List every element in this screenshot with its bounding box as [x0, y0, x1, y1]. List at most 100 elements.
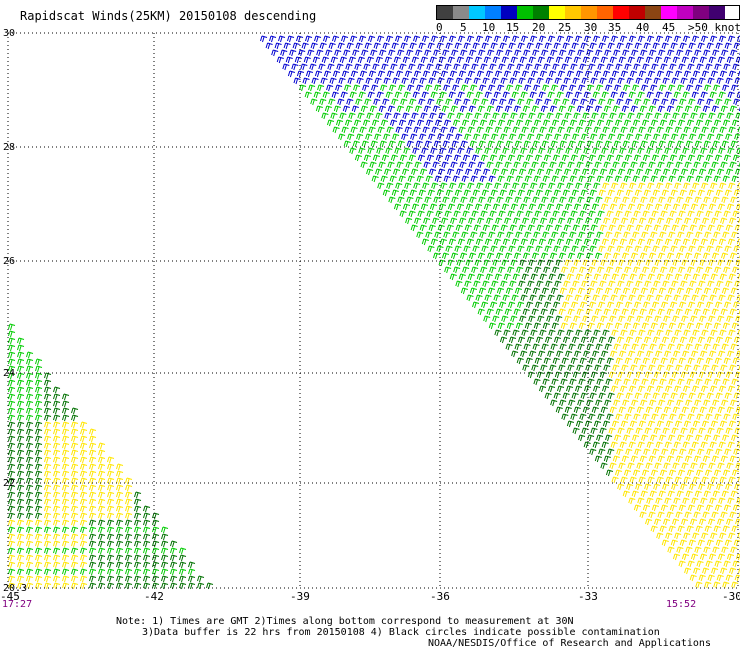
wind-barb [631, 49, 639, 57]
wind-barb [490, 301, 498, 309]
wind-barb [636, 406, 644, 414]
wind-barb [680, 133, 688, 141]
wind-barb [704, 322, 712, 330]
wind-barb [695, 175, 703, 183]
wind-barb [576, 105, 584, 113]
wind-barb [8, 505, 16, 513]
wind-barb [53, 575, 61, 583]
wind-barb [116, 484, 124, 492]
wind-barb [699, 168, 707, 176]
wind-barb [479, 231, 487, 239]
wind-barb [685, 140, 693, 148]
wind-barb [602, 70, 611, 78]
wind-barb [421, 238, 429, 246]
wind-barb [533, 175, 541, 183]
wind-barb [464, 77, 472, 85]
wind-barb [71, 512, 79, 520]
wind-barb [730, 546, 738, 554]
wind-barb [624, 210, 632, 218]
wind-barb [610, 441, 618, 449]
wind-barb [417, 63, 425, 71]
wind-barb [499, 98, 507, 106]
wind-barb [491, 133, 499, 141]
wind-barb [477, 105, 485, 113]
wind-barb [571, 189, 579, 197]
wind-barb [80, 498, 88, 506]
wind-barb [670, 98, 678, 106]
wind-barb [8, 463, 16, 471]
wind-barb [577, 287, 586, 295]
wind-barb [723, 63, 731, 71]
wind-barb [714, 63, 722, 71]
wind-barb [579, 210, 587, 218]
wind-barb [462, 154, 470, 162]
wind-barb [710, 420, 719, 428]
wind-barb [17, 568, 25, 576]
wind-barb [509, 280, 517, 288]
wind-barb [542, 84, 550, 92]
wind-barb [35, 554, 43, 562]
wind-barb [615, 357, 623, 365]
wind-barb [271, 49, 279, 57]
wind-barb [650, 525, 658, 533]
wind-barb [125, 547, 133, 555]
wind-barb [562, 42, 570, 50]
wind-barb [470, 119, 479, 127]
wind-barb [667, 287, 676, 295]
wind-barb [657, 511, 665, 519]
wind-barb [382, 42, 390, 50]
wind-barb [392, 133, 400, 141]
wind-barb [708, 259, 716, 267]
wind-barb [35, 421, 43, 429]
wind-barb [621, 455, 629, 463]
wind-barb [378, 105, 386, 113]
wind-barb [627, 168, 635, 176]
wind-barb [53, 526, 61, 534]
wind-barb [134, 519, 142, 527]
wind-barb [647, 126, 655, 134]
wind-barb [80, 484, 88, 492]
wind-barb [596, 231, 604, 239]
wind-barb [483, 259, 491, 267]
wind-barb [600, 56, 608, 64]
wind-barb [647, 273, 655, 281]
wind-barb [425, 119, 434, 127]
wind-barb [613, 140, 621, 148]
wind-barb [663, 168, 671, 176]
wind-barb [467, 126, 475, 134]
wind-barb [452, 119, 461, 127]
wind-barb [697, 245, 705, 253]
wind-barb [719, 182, 727, 190]
wind-barb [629, 476, 637, 484]
wind-barb [604, 343, 612, 351]
wind-barb [639, 455, 647, 463]
wind-barb [107, 477, 115, 485]
wind-barb [577, 343, 585, 351]
wind-barb [698, 427, 706, 435]
wind-barb [521, 35, 529, 43]
wind-barb [17, 393, 25, 401]
wind-barb [348, 56, 356, 64]
wind-barb [17, 372, 25, 380]
wind-barb [597, 266, 605, 274]
wind-barb [676, 343, 684, 351]
wind-barb [623, 322, 631, 330]
wind-barb [125, 575, 133, 583]
wind-barb [26, 449, 34, 457]
wind-barb [558, 308, 566, 316]
wind-barb [71, 575, 79, 583]
wind-barb [35, 463, 43, 471]
wind-barb [35, 477, 43, 485]
wind-barb [564, 203, 573, 211]
wind-barb [707, 483, 715, 491]
wind-barb [496, 140, 504, 148]
wind-barb [503, 35, 511, 43]
wind-barb [716, 574, 724, 582]
wind-barb [647, 420, 656, 428]
wind-barb [652, 336, 661, 344]
scale-swatch [613, 6, 629, 19]
wind-barb [573, 112, 581, 120]
wind-barb [8, 540, 16, 548]
wind-barb [382, 98, 390, 106]
wind-barb [722, 581, 730, 589]
